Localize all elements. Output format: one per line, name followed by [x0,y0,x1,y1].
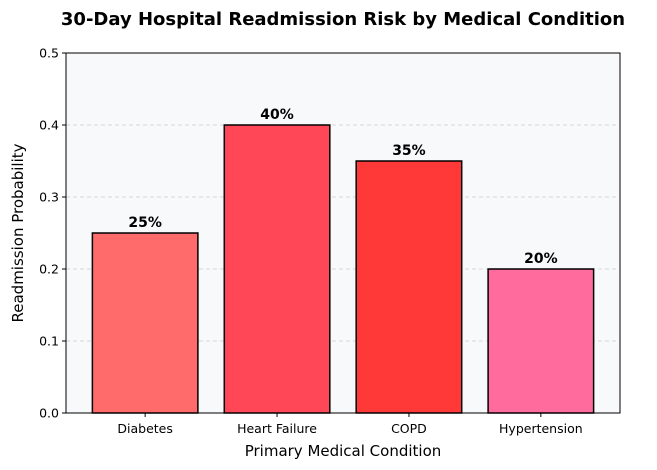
x-tick-label: COPD [391,421,427,436]
plot-frame [65,52,621,414]
data-label: 20% [524,251,558,267]
chart-title: 30-Day Hospital Readmission Risk by Medi… [61,9,625,30]
y-tick-label: 0.5 [39,46,59,61]
bars-group: 25% 40% 35% 20% [91,107,595,414]
data-label: 40% [260,107,294,123]
y-axis-label: Readmission Probability [9,143,27,322]
x-tick-label: Hypertension [499,421,583,436]
y-tick-label: 0.1 [39,334,59,349]
y-tick-label: 0.0 [39,406,59,421]
y-axis: 0.0 0.1 0.2 0.3 0.4 0.5 [39,46,66,421]
x-axis-label: Primary Medical Condition [245,442,442,460]
bar-copd [355,160,463,414]
x-axis: Diabetes Heart Failure COPD Hypertension [117,413,583,436]
bar-heart-failure [223,124,331,414]
x-tick-label: Heart Failure [237,421,317,436]
x-tick-label: Diabetes [117,421,173,436]
bar-hypertension [487,268,595,414]
y-tick-label: 0.4 [39,118,59,133]
y-tick-label: 0.2 [39,262,59,277]
y-tick-label: 0.3 [39,190,59,205]
bar-diabetes [91,232,199,414]
data-label: 35% [392,143,426,159]
data-label: 25% [128,215,162,231]
